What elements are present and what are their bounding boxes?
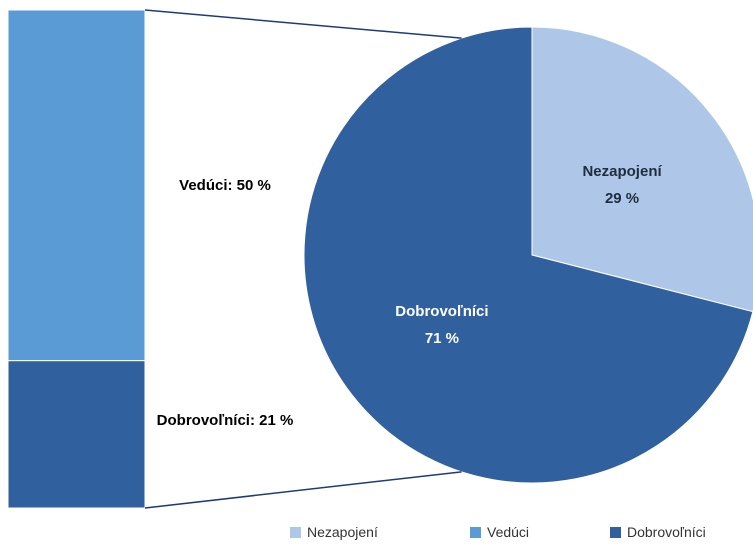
pie-label-value: 29 %	[604, 190, 640, 208]
legend-label: Dobrovoľníci	[627, 524, 706, 540]
pie-label: Nezapojení 29 %	[552, 158, 692, 212]
connector	[144, 9, 462, 39]
pie-label-value: 71 %	[424, 329, 460, 347]
bar-segment	[7, 9, 146, 362]
pie-slice	[531, 26, 753, 313]
legend-swatch	[610, 527, 621, 538]
pie-label: Dobrovoľníci 71 %	[372, 298, 512, 352]
pie-label-name: Dobrovoľníci	[395, 302, 489, 320]
bar-label: Dobrovoľníci: 21 %	[156, 412, 294, 430]
legend-swatch	[290, 527, 301, 538]
legend-label: Nezapojení	[307, 524, 378, 540]
legend-swatch	[470, 527, 481, 538]
legend-label: Vedúci	[487, 524, 530, 540]
bar-segment	[7, 360, 146, 509]
pie-label-name: Nezapojení	[582, 163, 662, 181]
pie-slice	[303, 26, 753, 484]
connector	[144, 471, 462, 509]
bar-label: Vedúci: 50 %	[179, 176, 271, 194]
